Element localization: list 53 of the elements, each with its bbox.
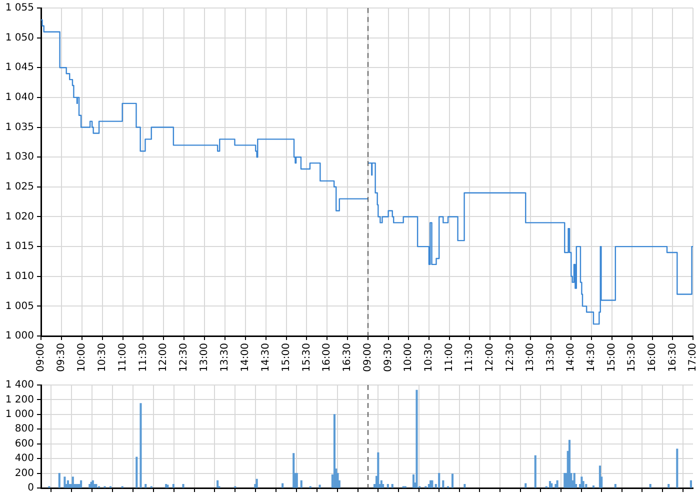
x-tick-label: 10:00 (76, 343, 88, 372)
y-tick-label: 800 (14, 424, 34, 435)
x-tick-label: 15:30 (301, 343, 312, 372)
y-tick-label: 1 045 (5, 62, 34, 74)
x-tick-label: 11:00 (444, 343, 455, 372)
x-tick-label: 11:00 (117, 343, 128, 372)
x-tick-label: 12:00 (484, 343, 496, 372)
x-tick-label: 11:30 (138, 343, 149, 372)
x-tick-label: 14:30 (260, 343, 272, 372)
y-tick-label: 1 025 (5, 182, 34, 193)
y-tick-label: 600 (14, 438, 34, 450)
y-tick-label: 1 035 (5, 122, 34, 133)
x-tick-label: 09:30 (382, 343, 394, 372)
x-tick-label: 13:00 (199, 343, 210, 372)
y-tick-label: 400 (14, 453, 34, 464)
x-tick-label: 14:00 (240, 343, 251, 372)
y-tick-label: 1 040 (5, 92, 34, 104)
y-tick-label: 1 030 (5, 152, 34, 163)
y-tick-label: 1 000 (5, 330, 34, 342)
y-tick-label: 1 020 (5, 211, 34, 222)
x-tick-label: 13:30 (545, 343, 556, 372)
y-tick-label: 1 050 (5, 32, 34, 44)
x-tick-label: 14:00 (566, 343, 577, 372)
x-tick-label: 15:30 (626, 343, 638, 372)
x-tick-label: 10:30 (424, 343, 435, 372)
y-tick-label: 1 000 (5, 409, 34, 420)
y-tick-label: 1 400 (5, 380, 34, 391)
y-tick-label: 1 005 (5, 300, 34, 312)
x-tick-label: 10:00 (403, 343, 414, 372)
y-tick-label: 1 200 (5, 394, 34, 406)
x-tick-label: 09:30 (56, 343, 68, 372)
y-tick-label: 1 010 (5, 270, 34, 282)
x-tick-label: 12:30 (504, 343, 516, 372)
x-tick-label: 17:00 (688, 343, 699, 372)
x-tick-label: 16:30 (342, 343, 354, 372)
x-tick-label: 16:00 (646, 343, 658, 372)
x-tick-label: 09:00 (362, 343, 374, 372)
y-tick-label: 0 (28, 482, 34, 494)
x-tick-label: 14:30 (586, 343, 598, 372)
y-tick-label: 1 055 (5, 2, 34, 14)
x-tick-label: 15:00 (606, 343, 618, 372)
x-tick-label: 12:00 (158, 343, 170, 372)
x-tick-label: 16:30 (667, 343, 678, 372)
x-tick-label: 12:30 (178, 343, 190, 372)
x-tick-label: 09:00 (36, 343, 47, 372)
y-tick-label: 200 (14, 468, 34, 479)
x-tick-label: 15:00 (280, 343, 292, 372)
x-tick-label: 13:00 (525, 343, 536, 372)
y-tick-label: 1 015 (5, 241, 34, 252)
x-tick-label: 10:30 (96, 343, 108, 372)
x-tick-label: 11:30 (464, 343, 476, 372)
x-tick-label: 13:30 (220, 343, 231, 372)
x-tick-label: 16:00 (322, 343, 333, 372)
